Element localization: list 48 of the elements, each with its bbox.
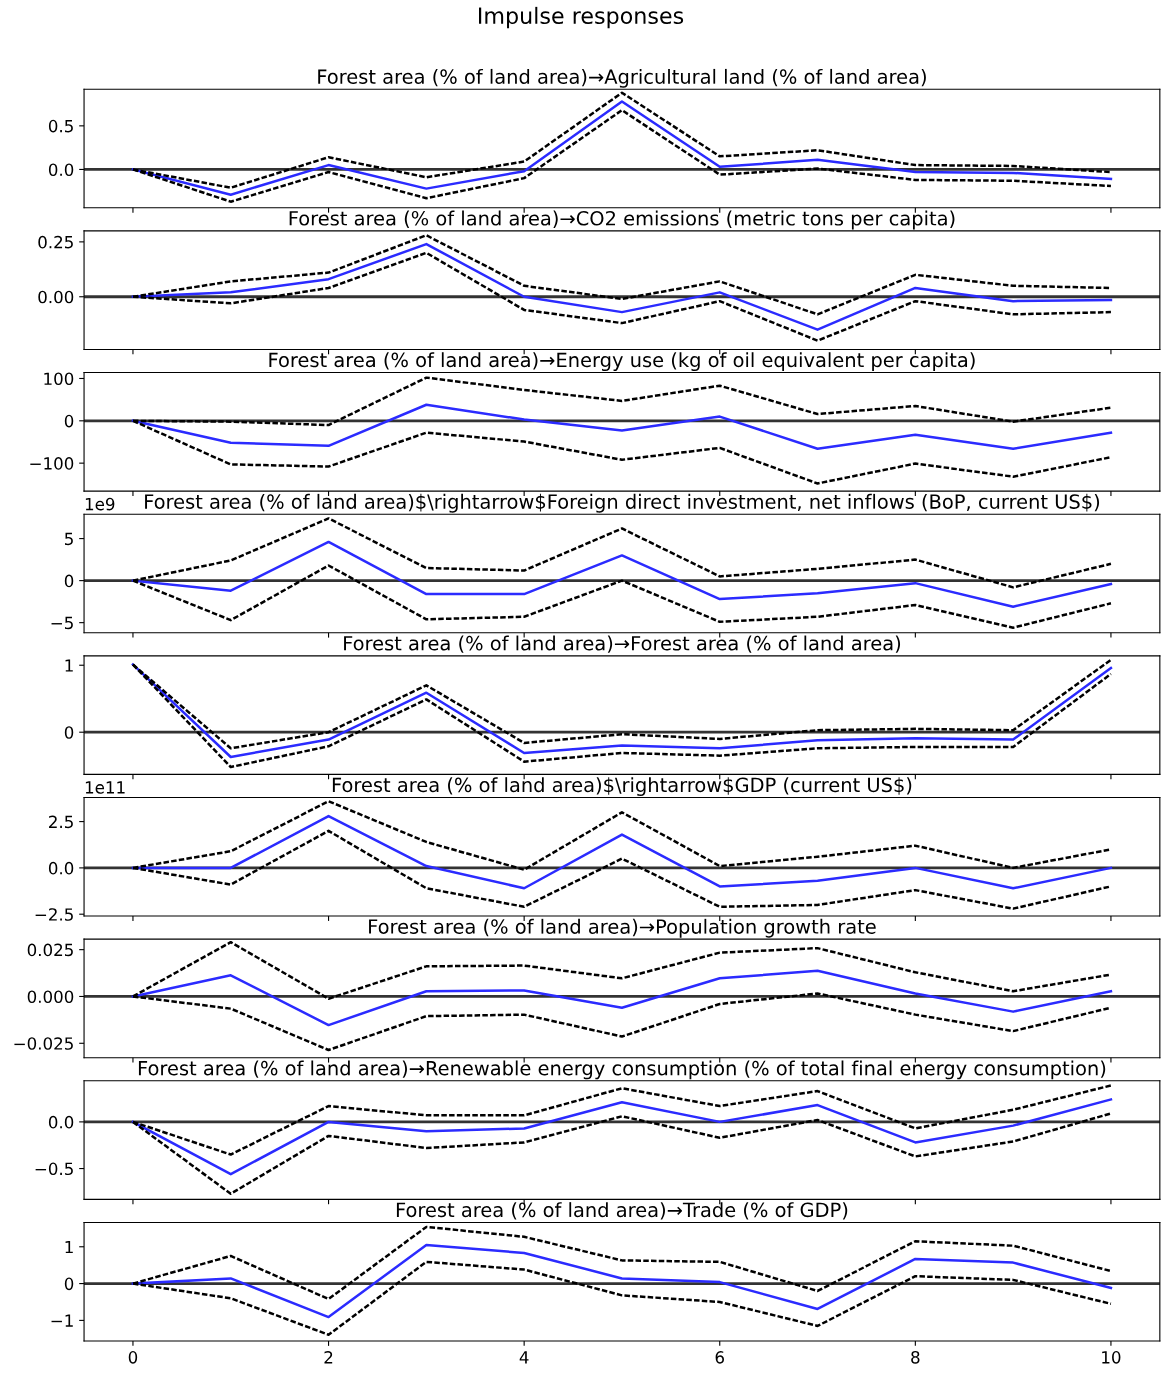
y-tick-label: 100	[44, 372, 74, 386]
y-tick-label: 0	[64, 574, 74, 588]
line-series	[131, 1098, 1113, 1176]
y-tick-label: 5	[65, 532, 73, 546]
y-tick-label: 2.5	[49, 815, 73, 829]
y-tick-label: 0.00	[38, 290, 74, 304]
y-tick-label: 0.0	[48, 861, 74, 875]
line-series	[131, 403, 1113, 450]
x-tick-label: 0	[128, 1351, 138, 1364]
y-tick-label: −2.5	[35, 908, 73, 921]
chart-title: Impulse responses	[478, 6, 684, 29]
y-tick-label: 0	[64, 726, 74, 739]
text: 1e9	[85, 497, 115, 511]
chart-title: Forest area (% of land area)→CO2 emissions (metric tons per capita)	[289, 210, 955, 230]
chart-title: Forest area (% of land area)$\rightarrow$GDP (current US$)	[332, 777, 912, 796]
y-tick-label: 0.0	[48, 1115, 74, 1129]
line-series	[131, 969, 1113, 1027]
text: 1e11	[85, 781, 125, 794]
x-tick-label: 2	[324, 1351, 333, 1364]
x-tick-label: 4	[519, 1351, 529, 1364]
y-tick-label: 1	[65, 659, 73, 672]
y-tick-label: −100	[30, 457, 74, 470]
chart-title: Forest area (% of land area)→Renewable energy consumption (% of total final energy consumption)	[138, 1060, 1106, 1080]
y-tick-label: 0	[64, 1277, 74, 1291]
y-tick-label: 0.000	[27, 990, 74, 1004]
y-tick-label: −0.5	[35, 1162, 73, 1176]
line-series	[131, 242, 1113, 331]
y-tick-label: −5	[51, 616, 73, 630]
y-tick-label: 1	[65, 1240, 73, 1254]
y-tick-label: −1	[51, 1314, 73, 1327]
y-tick-label: 0.5	[48, 119, 73, 133]
chart-subtitle: Forest area (% of land area)→Agricultural land (% of land area)	[318, 68, 926, 88]
x-tick-label: 6	[715, 1351, 724, 1364]
chart-title: Forest area (% of land area)→Energy use (kg of oil equivalent per capita)	[269, 352, 975, 372]
y-tick-label: −0.025	[14, 1037, 73, 1050]
line-series	[131, 540, 1113, 608]
y-tick-label: 0	[64, 414, 74, 428]
y-tick-label: 0.0	[48, 163, 74, 176]
chart-title: Forest area (% of land area)→Forest area (% of land area)	[344, 635, 901, 653]
line-series	[131, 1243, 1113, 1319]
y-tick-label: 0.025	[27, 943, 73, 957]
x-tick-label: 8	[911, 1351, 920, 1364]
chart-title: Forest area (% of land area)→Population growth rate	[369, 918, 876, 938]
chart-title: Forest area (% of land area)$\rightarrow$Foreign direct investment, net inflows (BoP, current US$)	[145, 493, 1100, 513]
y-tick-label: 0.25	[38, 235, 73, 249]
line-series	[131, 814, 1113, 890]
x-tick-label: 10	[1102, 1351, 1121, 1364]
chart-title: Forest area (% of land area)→Trade (% of GDP)	[396, 1202, 848, 1220]
